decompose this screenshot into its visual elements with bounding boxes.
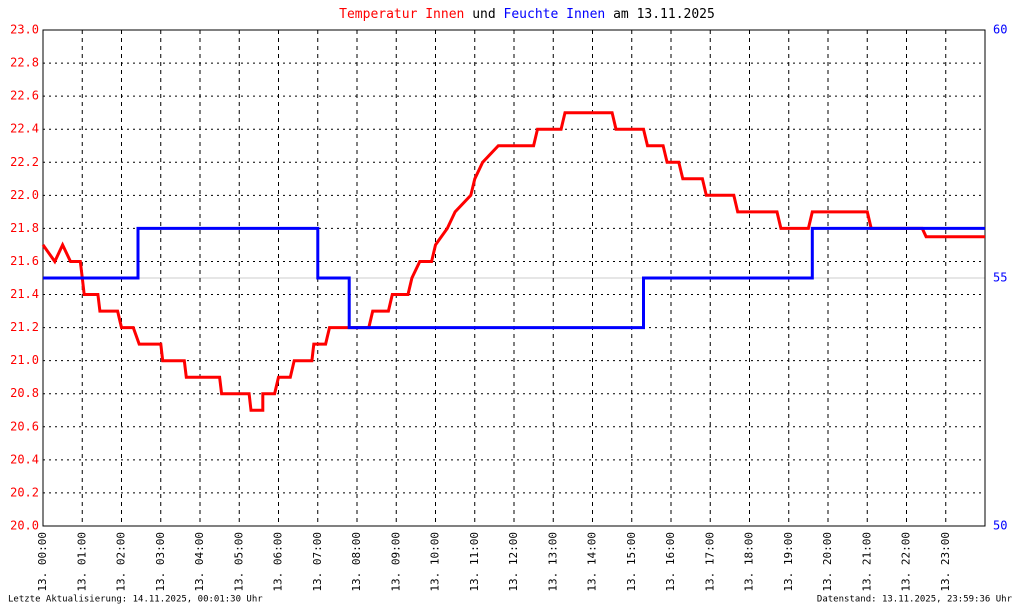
chart-title: Temperatur Innen und Feuchte Innen am 13… bbox=[339, 7, 715, 22]
x-tick-label: 13. 12:00 bbox=[507, 532, 520, 592]
y-tick-label: 22.8 bbox=[10, 56, 39, 70]
y2-tick-label: 55 bbox=[993, 271, 1007, 285]
x-tick-label: 13. 05:00 bbox=[232, 532, 245, 592]
x-tick-label: 13. 22:00 bbox=[900, 532, 913, 592]
x-tick-label: 13. 07:00 bbox=[311, 532, 324, 592]
y-tick-label: 23.0 bbox=[10, 23, 39, 37]
y2-tick-label: 50 bbox=[993, 519, 1007, 533]
x-tick-label: 13. 09:00 bbox=[389, 532, 402, 592]
x-tick-label: 13. 08:00 bbox=[350, 532, 363, 592]
series-line bbox=[41, 111, 985, 412]
x-tick-label: 13. 13:00 bbox=[546, 532, 559, 592]
x-tick-label: 13. 19:00 bbox=[782, 532, 795, 592]
title-date: am 13.11.2025 bbox=[613, 7, 715, 22]
y-tick-label: 21.4 bbox=[10, 287, 39, 301]
x-tick-label: 13. 21:00 bbox=[860, 532, 873, 592]
x-tick-label: 13. 06:00 bbox=[272, 532, 285, 592]
y-tick-label: 21.0 bbox=[10, 353, 39, 367]
y-tick-label: 21.8 bbox=[10, 221, 39, 235]
x-tick-label: 13. 00:00 bbox=[36, 532, 49, 592]
x-tick-label: 13. 17:00 bbox=[703, 532, 716, 592]
x-tick-label: 13. 16:00 bbox=[664, 532, 677, 592]
y-tick-label: 21.6 bbox=[10, 254, 39, 268]
x-tick-label: 13. 04:00 bbox=[193, 532, 206, 592]
y-tick-label: 20.6 bbox=[10, 419, 39, 433]
x-tick-label: 13. 11:00 bbox=[468, 532, 481, 592]
title-series-2: Feuchte Innen bbox=[504, 7, 606, 22]
title-series-1: Temperatur Innen bbox=[339, 7, 464, 22]
footer-left: Letzte Aktualisierung: 14.11.2025, 00:01… bbox=[8, 595, 263, 605]
footer-right: Datenstand: 13.11.2025, 23:59:36 Uhr bbox=[817, 595, 1013, 605]
y-tick-label: 20.2 bbox=[10, 485, 39, 499]
x-tick-label: 13. 18:00 bbox=[743, 532, 756, 592]
x-tick-label: 13. 23:00 bbox=[939, 532, 952, 592]
y2-tick-label: 60 bbox=[993, 23, 1007, 37]
y-tick-label: 22.0 bbox=[10, 188, 39, 202]
y-tick-label: 20.0 bbox=[10, 519, 39, 533]
y-tick-label: 22.6 bbox=[10, 89, 39, 103]
y-tick-label: 20.4 bbox=[10, 452, 39, 466]
y-tick-label: 22.2 bbox=[10, 155, 39, 169]
y-tick-label: 21.2 bbox=[10, 320, 39, 334]
x-tick-label: 13. 01:00 bbox=[75, 532, 88, 592]
x-tick-label: 13. 20:00 bbox=[821, 532, 834, 592]
x-tick-label: 13. 14:00 bbox=[586, 532, 599, 592]
x-tick-label: 13. 03:00 bbox=[154, 532, 167, 592]
x-tick-label: 13. 02:00 bbox=[115, 532, 128, 592]
series-line bbox=[43, 226, 985, 330]
x-tick-label: 13. 15:00 bbox=[625, 532, 638, 592]
y-tick-label: 22.4 bbox=[10, 122, 39, 136]
title-join: und bbox=[472, 7, 495, 22]
x-tick-label: 13. 10:00 bbox=[429, 532, 442, 592]
y-tick-label: 20.8 bbox=[10, 386, 39, 400]
